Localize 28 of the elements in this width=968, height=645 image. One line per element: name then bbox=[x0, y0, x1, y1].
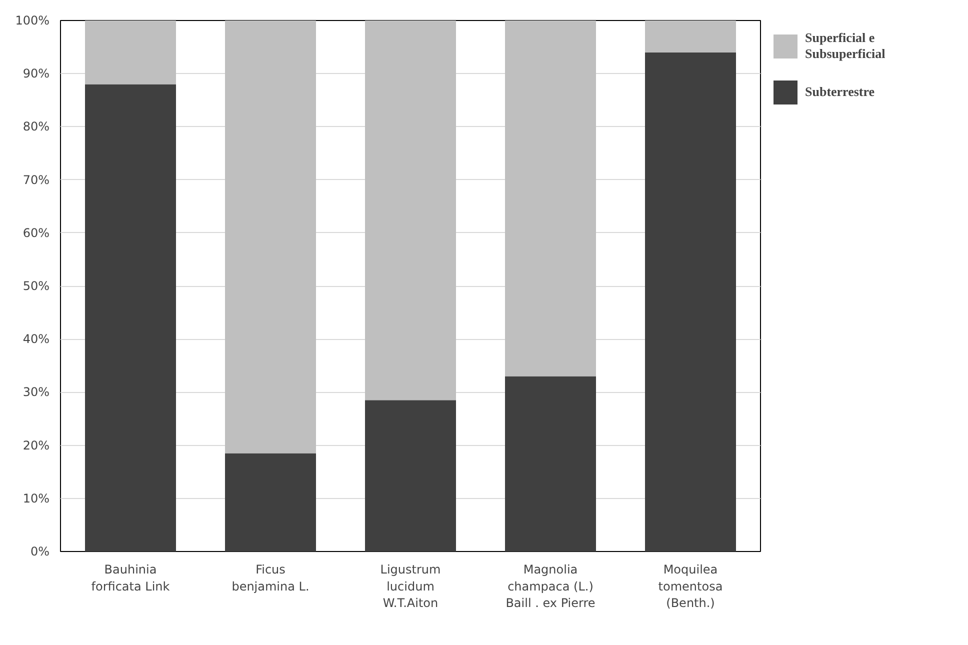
bar bbox=[225, 20, 316, 454]
bar bbox=[365, 400, 456, 552]
y-tick-label: 30% bbox=[22, 385, 50, 400]
bar bbox=[505, 376, 596, 552]
y-tick-label: 60% bbox=[22, 226, 50, 240]
x-tick-label: Moquilea tomentosa (Benth.) bbox=[658, 562, 723, 610]
y-tick-label: 90% bbox=[22, 66, 50, 81]
y-tick-label: 100% bbox=[15, 14, 50, 28]
bar bbox=[645, 20, 736, 52]
legend-label: Subterrestre bbox=[805, 84, 875, 100]
x-tick-label: Ligustrum lucidum W.T.Aiton bbox=[380, 562, 441, 610]
bar bbox=[505, 20, 596, 376]
x-tick-label: Magnolia champaca (L.) Baill . ex Pierre bbox=[506, 562, 596, 610]
bar bbox=[85, 20, 176, 84]
y-tick-label: 80% bbox=[22, 120, 50, 134]
y-tick-label: 20% bbox=[22, 438, 50, 452]
bar bbox=[365, 20, 456, 400]
x-tick-label: Bauhinia forficata Link bbox=[91, 562, 170, 594]
y-tick-label: 10% bbox=[22, 491, 50, 506]
x-tick-label: Ficus benjamina L. bbox=[232, 562, 310, 594]
bar bbox=[225, 453, 316, 552]
y-tick-label: 0% bbox=[30, 544, 50, 558]
bar bbox=[85, 84, 176, 552]
y-tick-label: 50% bbox=[22, 279, 50, 293]
bar bbox=[645, 52, 736, 552]
y-tick-label: 40% bbox=[22, 332, 50, 346]
y-tick-label: 70% bbox=[22, 172, 50, 187]
legend-label: Superficial e Subsuperficial bbox=[805, 30, 886, 62]
